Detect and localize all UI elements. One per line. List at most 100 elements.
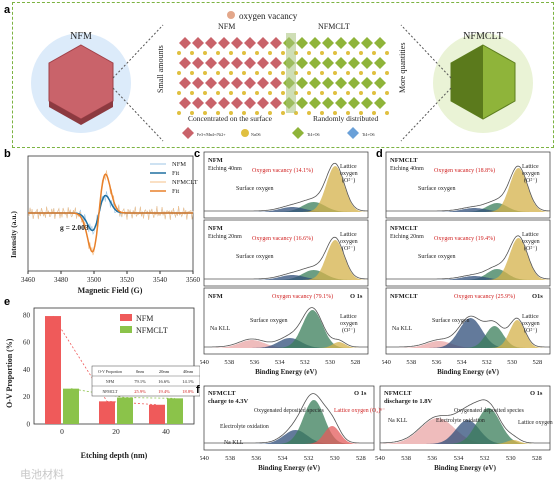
e-legend-nfmclt: NFMCLT <box>136 326 168 335</box>
vacancy-dot-icon <box>227 11 235 19</box>
legend-vacancy: oxygen vacancy <box>239 11 298 21</box>
na-atom-icon <box>281 91 285 95</box>
peak-deposited <box>380 408 550 444</box>
octahedron-icon <box>231 57 243 69</box>
e-xtick-label: 20 <box>112 427 120 436</box>
octahedron-icon <box>205 57 217 69</box>
na-atom-icon <box>346 51 350 55</box>
e-bar-nfmclt <box>167 398 183 424</box>
xps-xtick-label: 540 <box>382 359 391 366</box>
octahedron-icon <box>192 57 204 69</box>
xps-sample-label: NFM <box>208 157 223 164</box>
na-atom-icon <box>255 91 259 95</box>
na-atom-icon <box>385 51 389 55</box>
na-atom-icon <box>346 91 350 95</box>
octahedron-icon <box>179 77 191 89</box>
f-xtick-label: 534 <box>454 455 465 462</box>
na-atom-icon <box>320 91 324 95</box>
e-bar-nfm <box>149 404 165 424</box>
xps-lattice-label-2: oxygen <box>340 171 358 177</box>
octahedron-icon <box>361 77 373 89</box>
octahedron-icon <box>205 37 217 49</box>
na-atom-icon <box>281 71 285 75</box>
na-atom-icon <box>320 111 324 115</box>
b-legend-1: NFM <box>172 161 186 168</box>
na-atom-icon <box>372 71 376 75</box>
f-left-nakll: Na KLL <box>224 440 244 446</box>
e-ytick-label: 80 <box>23 311 31 319</box>
xps-envelope <box>380 399 550 444</box>
xps-vacancy-label: Oxygen vacancy (19.4%) <box>434 235 495 242</box>
octahedron-icon <box>374 77 386 89</box>
xps-lattice-label-3: (O²⁻) <box>342 177 355 184</box>
f-right-lattice: Lattice oxygen (O²⁻) <box>518 419 554 426</box>
f-xtick-label: 528 <box>356 455 366 462</box>
f-title: NFMCLT <box>384 390 412 397</box>
b-g-value: g = 2.003 <box>60 223 89 232</box>
f-subtitle: charge to 4.3V <box>208 398 249 405</box>
peak-lattice <box>204 342 368 348</box>
na-atom-icon <box>229 71 233 75</box>
xps-surface-label: Surface oxygen <box>418 185 456 192</box>
e-xlabel: Etching depth (nm) <box>81 451 148 460</box>
f-left-lattice: Lattice oxygen (O₂)ⁿ⁻ <box>334 407 385 414</box>
xps-frame <box>385 151 551 219</box>
xps-lattice-label-2: oxygen <box>522 321 540 327</box>
xps-surface-label: Surface oxygen <box>432 317 470 324</box>
na-atom-icon <box>307 71 311 75</box>
xps-xtick-label: 536 <box>432 359 443 366</box>
nfmclt-particle-side <box>451 45 483 119</box>
xps-frame <box>385 219 551 287</box>
side-left: Small amounts <box>156 45 165 93</box>
xps-sample-label: NFM <box>208 293 223 300</box>
xps-sample-label: NFM <box>208 225 223 232</box>
octahedron-icon <box>205 77 217 89</box>
b-series-nfmclt-fit <box>28 173 193 253</box>
na-atom-icon <box>385 71 389 75</box>
na-atom-icon <box>190 51 194 55</box>
e-bar-nfmclt <box>117 397 133 424</box>
octahedron-icon <box>296 77 308 89</box>
octahedron-icon <box>257 57 269 69</box>
species-1: Fe3+/Mn4+/Ni2+ <box>197 132 226 137</box>
panel-e-bar-chart: NFM NFMCLT O-V Proportion 0nm 20nm 40nm NFM 7… <box>5 307 200 460</box>
xps-xtick-label: 528 <box>533 359 543 366</box>
e-bar-nfm <box>45 316 61 424</box>
xps-etch-label: Etching 40nm <box>208 166 242 172</box>
na-atom-icon <box>320 51 324 55</box>
octahedron-icon <box>192 37 204 49</box>
f-core-tag: O 1s <box>354 390 367 397</box>
xps-lattice-label-3: (O²⁻) <box>524 327 537 334</box>
b-xlabel: Magnetic Field (G) <box>78 286 143 295</box>
octahedron-icon <box>231 77 243 89</box>
f-xlabel: Binding Energy (eV) <box>434 464 497 472</box>
xps-frame <box>379 385 551 451</box>
panel-d-xps-nfmclt: NFMCLT Etching 40nm Oxygen vacancy (18.8%)… <box>382 151 551 376</box>
e-trend-nfmclt <box>70 388 176 399</box>
f-xtick-label: 532 <box>480 455 490 462</box>
xps-envelope <box>204 307 368 348</box>
e-legend-nfm: NFM <box>136 314 153 323</box>
octahedron-icon <box>348 37 360 49</box>
xps-frame <box>203 287 369 355</box>
xps-envelope <box>204 162 369 212</box>
species-3: Ti4+O6 <box>307 132 320 137</box>
f-left-electrolyte: Electrolyte oxidation <box>220 424 269 430</box>
xps-envelope <box>386 235 550 280</box>
peak-electrolyte <box>380 420 550 444</box>
octahedron-icon <box>309 97 321 109</box>
peak-vacancy <box>204 310 368 348</box>
xps-vacancy-label: Oxygen vacancy (18.8%) <box>434 167 495 174</box>
na-atom-icon <box>177 91 181 95</box>
xps-envelope <box>204 393 374 444</box>
peak-lattice <box>386 168 550 212</box>
peak-lattice <box>380 440 550 444</box>
xps-surface-label: Surface oxygen <box>250 317 288 324</box>
e-ytick-label: 40 <box>23 366 31 374</box>
na-atom-icon <box>203 51 207 55</box>
xps-xtick-label: 540 <box>200 359 209 366</box>
na-atom-icon <box>268 51 272 55</box>
na-atom-icon <box>229 91 233 95</box>
xps-xtick-label: 534 <box>275 359 286 366</box>
